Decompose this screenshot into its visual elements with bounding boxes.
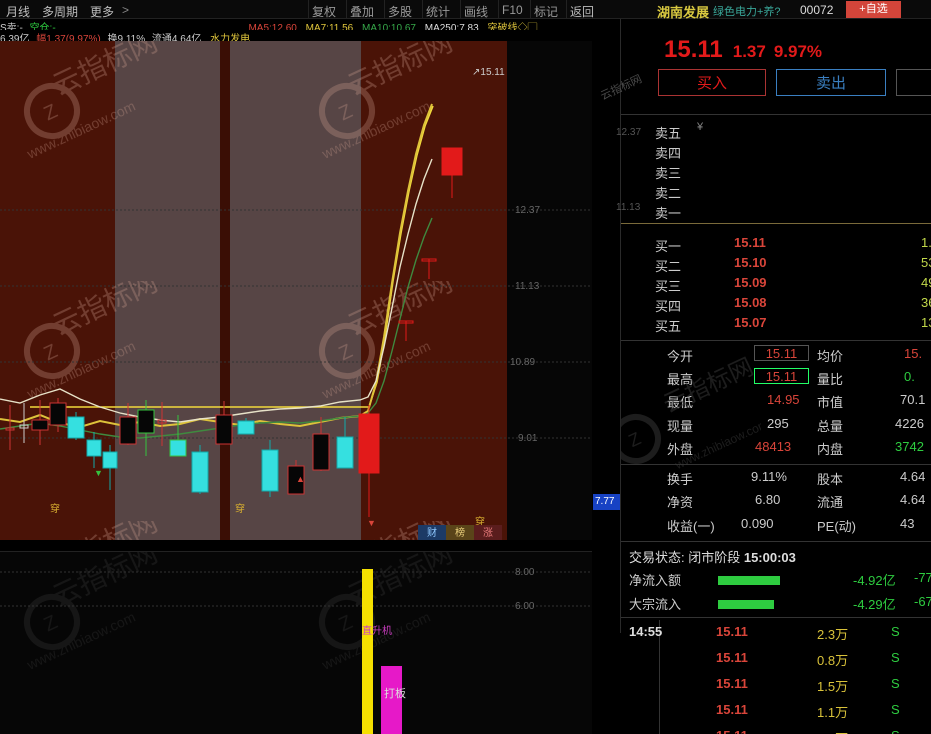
svg-text:6.00: 6.00 bbox=[515, 601, 535, 612]
svg-text:8.00: 8.00 bbox=[515, 567, 535, 578]
svg-text:Z: Z bbox=[625, 428, 643, 451]
